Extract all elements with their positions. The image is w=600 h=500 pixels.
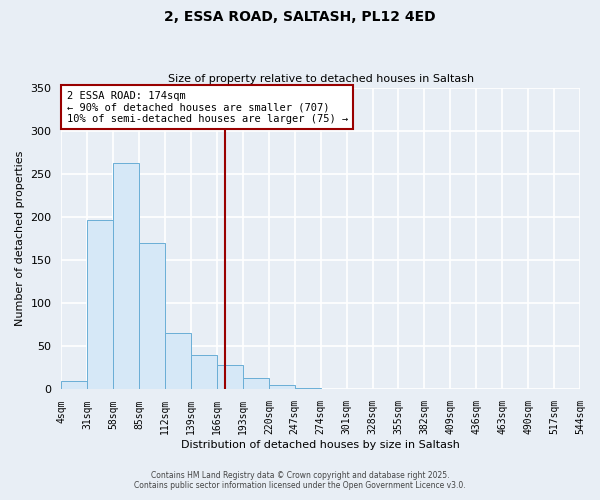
Bar	[139, 243, 165, 390]
Bar	[165, 332, 191, 390]
Bar	[88, 220, 113, 390]
Text: 2, ESSA ROAD, SALTASH, PL12 4ED: 2, ESSA ROAD, SALTASH, PL12 4ED	[164, 10, 436, 24]
Bar	[269, 385, 295, 390]
Text: Contains HM Land Registry data © Crown copyright and database right 2025.
Contai: Contains HM Land Registry data © Crown c…	[134, 470, 466, 490]
Bar	[243, 378, 269, 390]
Bar	[295, 388, 321, 390]
Bar	[61, 381, 88, 390]
Bar	[113, 164, 139, 390]
Y-axis label: Number of detached properties: Number of detached properties	[15, 151, 25, 326]
Text: 2 ESSA ROAD: 174sqm
← 90% of detached houses are smaller (707)
10% of semi-detac: 2 ESSA ROAD: 174sqm ← 90% of detached ho…	[67, 90, 348, 124]
X-axis label: Distribution of detached houses by size in Saltash: Distribution of detached houses by size …	[181, 440, 460, 450]
Title: Size of property relative to detached houses in Saltash: Size of property relative to detached ho…	[167, 74, 474, 84]
Bar	[191, 355, 217, 390]
Bar	[217, 366, 243, 390]
